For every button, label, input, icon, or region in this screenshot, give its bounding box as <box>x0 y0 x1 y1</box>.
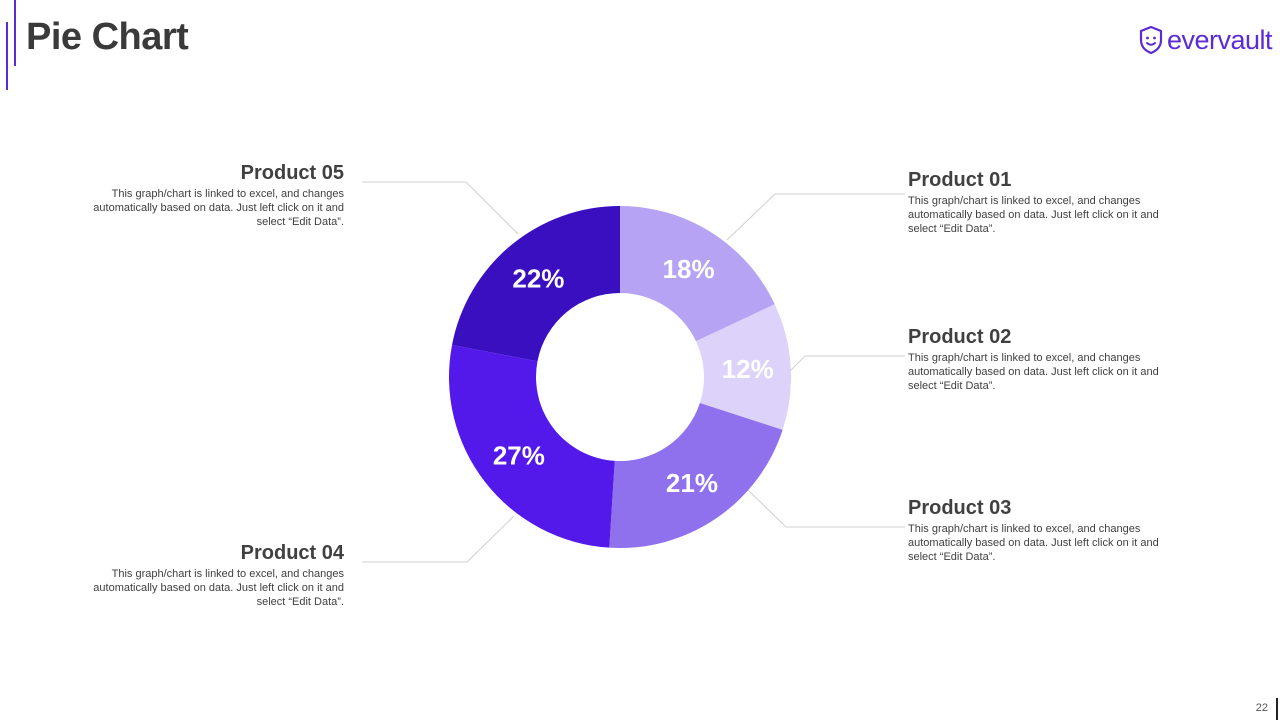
logo-text: evervault <box>1167 24 1273 55</box>
connector-line-product-03 <box>747 489 905 528</box>
product-title: Product 03 <box>908 497 1012 519</box>
slice-label-product-01: 18% <box>663 254 715 284</box>
product-callout-03: Product 03 This graph/chart is linked to… <box>908 496 1188 564</box>
page-number: 22 <box>1255 702 1268 714</box>
pie-slice-product-01 <box>620 206 775 342</box>
slice-label-product-05: 22% <box>512 263 564 293</box>
pie-slice-product-04 <box>448 344 615 548</box>
product-title: Product 04 <box>240 542 344 564</box>
product-callout-04: Product 04 This graph/chart is linked to… <box>64 541 344 609</box>
product-description: This graph/chart is linked to excel, and… <box>908 195 1159 235</box>
connector-line-product-01 <box>726 193 905 241</box>
accent-bar <box>14 0 16 66</box>
shield-face-icon <box>1139 25 1163 55</box>
slice-label-product-02: 12% <box>722 354 774 384</box>
logo: evervault <box>1138 24 1273 56</box>
connector-line-product-02 <box>788 355 905 373</box>
product-callout-05: Product 05 This graph/chart is linked to… <box>64 161 344 229</box>
product-description: This graph/chart is linked to excel, and… <box>908 352 1159 392</box>
product-title: Product 02 <box>908 326 1012 348</box>
product-callout-01: Product 01 This graph/chart is linked to… <box>908 168 1188 236</box>
pie-slice-product-05 <box>452 206 620 362</box>
product-description: This graph/chart is linked to excel, and… <box>93 568 344 608</box>
pie-slice-product-02 <box>696 304 792 430</box>
slice-label-product-03: 21% <box>666 468 718 498</box>
connector-line-product-04 <box>362 515 515 563</box>
product-description: This graph/chart is linked to excel, and… <box>93 188 344 228</box>
product-callout-02: Product 02 This graph/chart is linked to… <box>908 325 1188 393</box>
product-title: Product 01 <box>908 169 1012 191</box>
page-title: Pie Chart <box>26 16 189 58</box>
slice-label-product-04: 27% <box>493 440 545 470</box>
pie-slice-product-03 <box>609 402 783 549</box>
connector-line-product-05 <box>362 181 519 235</box>
accent-bar <box>6 22 8 90</box>
product-title: Product 05 <box>240 162 344 184</box>
connector-lines <box>362 181 905 563</box>
page-marker <box>1276 698 1278 720</box>
product-description: This graph/chart is linked to excel, and… <box>908 523 1159 563</box>
